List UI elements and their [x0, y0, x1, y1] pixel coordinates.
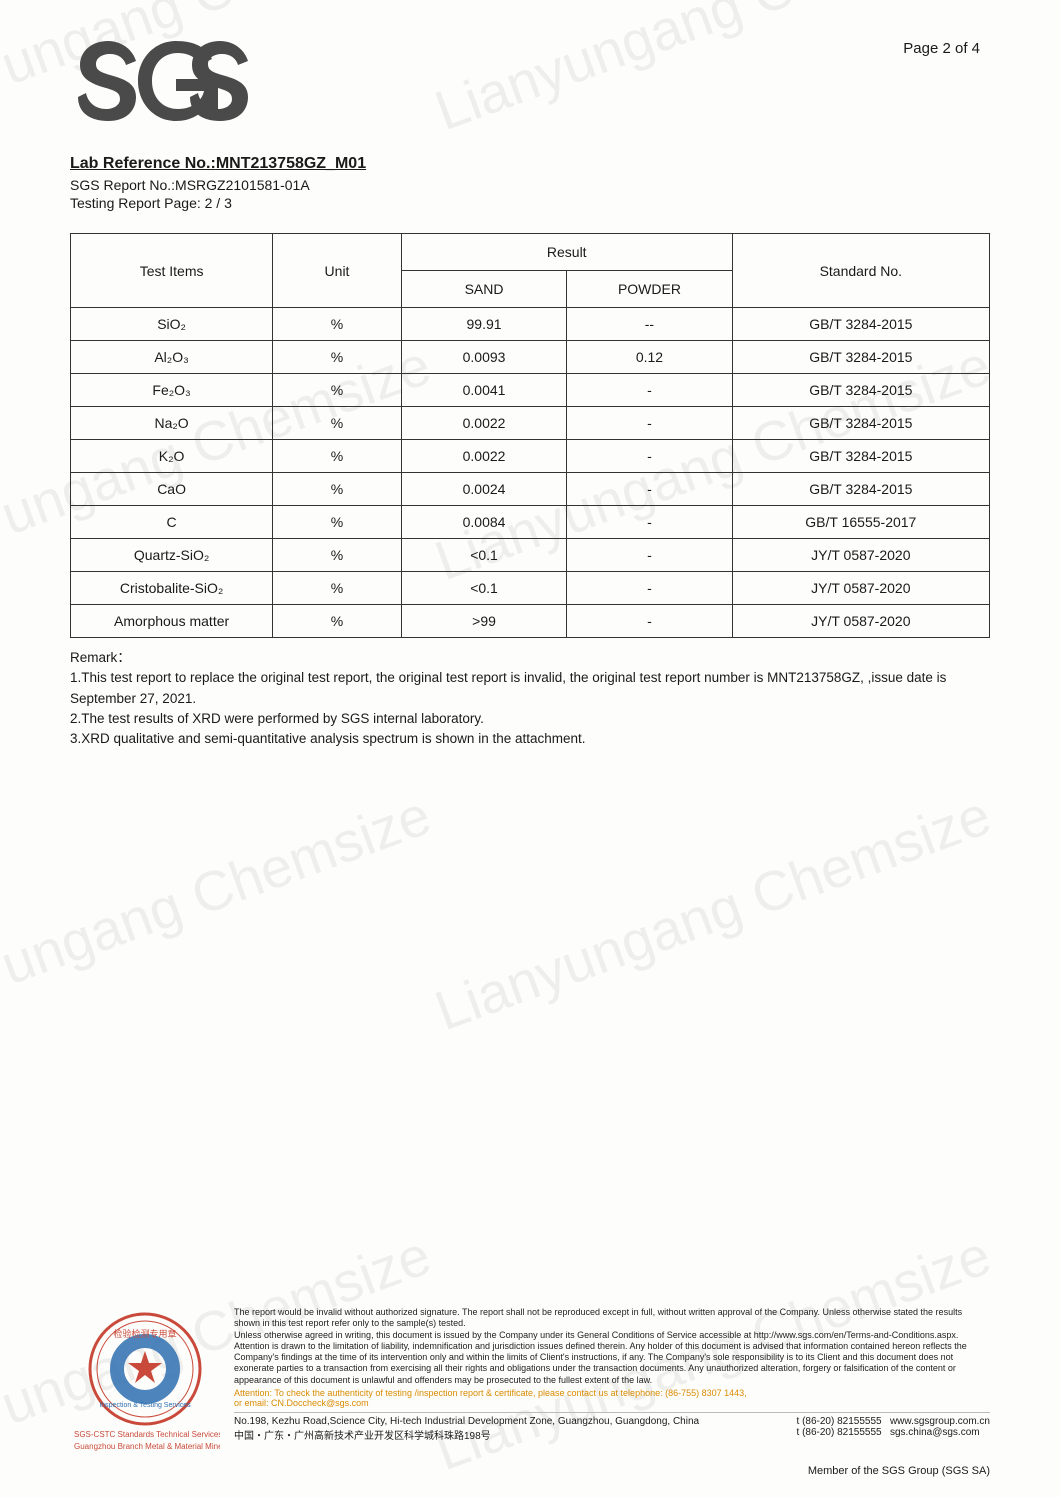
table-row: Al₂O₃%0.00930.12GB/T 3284-2015 [71, 341, 990, 374]
table-row: SiO₂%99.91--GB/T 3284-2015 [71, 308, 990, 341]
table-row: Cristobalite-SiO₂%<0.1-JY/T 0587-2020 [71, 572, 990, 605]
watermark: Lianyungang Chemsize [0, 782, 439, 1043]
th-test-items: Test Items [71, 234, 273, 308]
cell-powder: - [567, 572, 732, 605]
cell-item: Cristobalite-SiO₂ [71, 572, 273, 605]
cell-powder: 0.12 [567, 341, 732, 374]
remark-item: 3.XRD qualitative and semi-quantitative … [70, 729, 990, 749]
address-cn: 中国・广东・广州高新技术产业开发区科学城科珠路198号 [234, 1427, 785, 1442]
cell-sand: 99.91 [401, 308, 566, 341]
cell-std: JY/T 0587-2020 [732, 572, 989, 605]
tel1: t (86-20) 82155555 [797, 1416, 882, 1427]
disclaimer-terms: Unless otherwise agreed in writing, this… [234, 1330, 990, 1386]
attention-email: or email: CN.Doccheck@sgs.com [234, 1398, 990, 1408]
cell-sand: <0.1 [401, 539, 566, 572]
address-en: No.198, Kezhu Road,Science City, Hi-tech… [234, 1416, 785, 1427]
cell-item: CaO [71, 473, 273, 506]
cell-item: Fe₂O₃ [71, 374, 273, 407]
cell-item: C [71, 506, 273, 539]
cell-sand: >99 [401, 605, 566, 638]
cell-std: GB/T 3284-2015 [732, 341, 989, 374]
cell-sand: 0.0022 [401, 407, 566, 440]
cell-unit: % [273, 539, 402, 572]
svg-text:Inspection & Testing Services: Inspection & Testing Services [99, 1402, 191, 1409]
sgs-logo [70, 39, 990, 129]
seal-badge: 检验检测专用章 Inspection & Testing Services SG… [70, 1307, 220, 1457]
cell-unit: % [273, 605, 402, 638]
table-row: Quartz-SiO₂%<0.1-JY/T 0587-2020 [71, 539, 990, 572]
cell-powder: - [567, 605, 732, 638]
cell-std: GB/T 3284-2015 [732, 440, 989, 473]
table-row: Fe₂O₃%0.0041-GB/T 3284-2015 [71, 374, 990, 407]
cell-std: GB/T 3284-2015 [732, 308, 989, 341]
testing-page: Testing Report Page: 2 / 3 [70, 195, 990, 211]
cell-item: Al₂O₃ [71, 341, 273, 374]
cell-item: Na₂O [71, 407, 273, 440]
cell-powder: - [567, 440, 732, 473]
cell-powder: -- [567, 308, 732, 341]
cell-std: JY/T 0587-2020 [732, 605, 989, 638]
cell-sand: 0.0022 [401, 440, 566, 473]
tel2: t (86-20) 82155555 [797, 1427, 882, 1438]
svg-text:Guangzhou Branch Metal & Mater: Guangzhou Branch Metal & Material Minera… [74, 1442, 220, 1451]
cell-item: K₂O [71, 440, 273, 473]
th-sand: SAND [401, 271, 566, 308]
cell-powder: - [567, 473, 732, 506]
svg-text:SGS-CSTC Standards Technical S: SGS-CSTC Standards Technical Services Co… [74, 1430, 220, 1439]
cell-powder: - [567, 506, 732, 539]
cell-unit: % [273, 440, 402, 473]
disclaimer-main: The report would be invalid without auth… [234, 1307, 990, 1330]
remark-item: 2.The test results of XRD were performed… [70, 709, 990, 729]
cell-powder: - [567, 407, 732, 440]
cell-std: GB/T 3284-2015 [732, 374, 989, 407]
remark-block: Remark： 1.This test report to replace th… [70, 648, 990, 749]
remark-item: 1.This test report to replace the origin… [70, 668, 990, 709]
cell-sand: 0.0024 [401, 473, 566, 506]
cell-unit: % [273, 506, 402, 539]
cell-sand: <0.1 [401, 572, 566, 605]
cell-item: Quartz-SiO₂ [71, 539, 273, 572]
cell-powder: - [567, 539, 732, 572]
cell-unit: % [273, 407, 402, 440]
cell-sand: 0.0093 [401, 341, 566, 374]
sgs-report-no: SGS Report No.:MSRGZ2101581-01A [70, 177, 990, 193]
table-row: CaO%0.0024-GB/T 3284-2015 [71, 473, 990, 506]
cell-powder: - [567, 374, 732, 407]
remark-label: Remark： [70, 648, 140, 668]
cell-sand: 0.0084 [401, 506, 566, 539]
cell-std: GB/T 3284-2015 [732, 473, 989, 506]
svg-text:检验检测专用章: 检验检测专用章 [113, 1328, 176, 1339]
th-result: Result [401, 234, 732, 271]
table-row: Na₂O%0.0022-GB/T 3284-2015 [71, 407, 990, 440]
cell-unit: % [273, 341, 402, 374]
attention-line: Attention: To check the authenticity of … [234, 1388, 990, 1398]
cell-std: JY/T 0587-2020 [732, 539, 989, 572]
cell-unit: % [273, 473, 402, 506]
email: sgs.china@sgs.com [890, 1427, 980, 1438]
lab-reference: Lab Reference No.:MNT213758GZ_M01 [70, 155, 990, 173]
th-standard: Standard No. [732, 234, 989, 308]
cell-item: Amorphous matter [71, 605, 273, 638]
remark-list: 1.This test report to replace the origin… [70, 668, 990, 749]
cell-std: GB/T 16555-2017 [732, 506, 989, 539]
results-table: Test Items Unit Result Standard No. SAND… [70, 233, 990, 638]
th-powder: POWDER [567, 271, 732, 308]
cell-unit: % [273, 374, 402, 407]
web: www.sgsgroup.com.cn [890, 1416, 990, 1427]
table-row: K₂O%0.0022-GB/T 3284-2015 [71, 440, 990, 473]
cell-unit: % [273, 572, 402, 605]
cell-sand: 0.0041 [401, 374, 566, 407]
watermark: Lianyungang Chemsize [427, 782, 999, 1043]
member-line: Member of the SGS Group (SGS SA) [70, 1465, 990, 1477]
cell-unit: % [273, 308, 402, 341]
cell-item: SiO₂ [71, 308, 273, 341]
table-row: Amorphous matter%>99-JY/T 0587-2020 [71, 605, 990, 638]
th-unit: Unit [273, 234, 402, 308]
cell-std: GB/T 3284-2015 [732, 407, 989, 440]
footer: 检验检测专用章 Inspection & Testing Services SG… [70, 1307, 990, 1477]
table-row: C%0.0084-GB/T 16555-2017 [71, 506, 990, 539]
